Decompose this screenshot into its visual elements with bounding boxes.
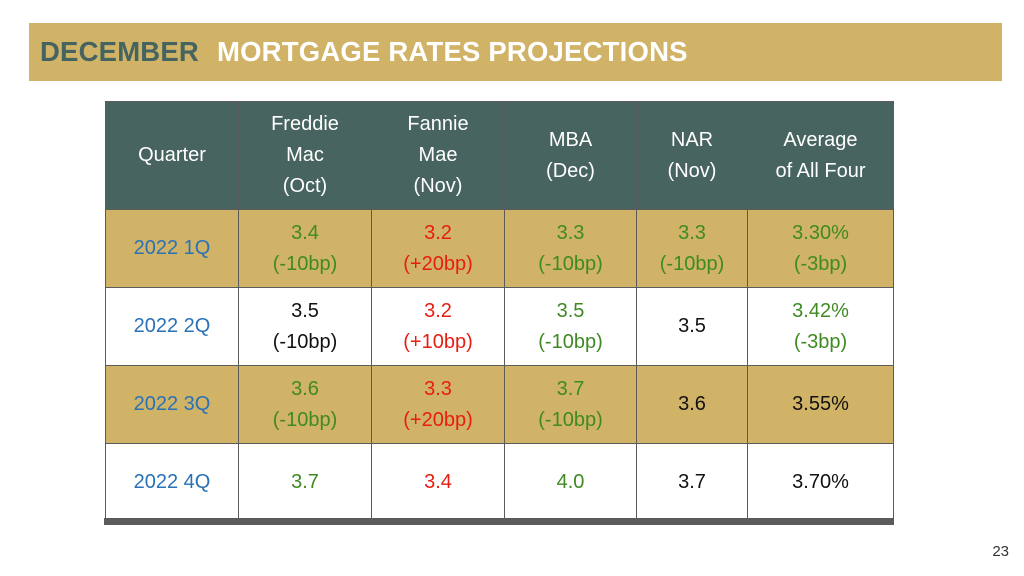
fannie-cell: 3.4: [371, 443, 505, 522]
table-row: 2022 4Q 3.7 3.4 4.0 3.7 3.70%: [105, 443, 894, 522]
header-average: Average of All Four: [747, 101, 894, 210]
average-cell: 3.55%: [747, 365, 894, 444]
quarter-cell: 2022 2Q: [105, 287, 239, 366]
quarter-cell: 2022 4Q: [105, 443, 239, 522]
nar-cell: 3.3 (-10bp): [636, 209, 748, 288]
average-cell: 3.70%: [747, 443, 894, 522]
mba-cell: 3.3 (-10bp): [504, 209, 637, 288]
nar-cell: 3.5: [636, 287, 748, 366]
header-fannie-mae: Fannie Mae (Nov): [371, 101, 505, 210]
slide-title-banner: DECEMBER MORTGAGE RATES PROJECTIONS: [29, 23, 1002, 81]
average-cell: 3.42% (-3bp): [747, 287, 894, 366]
table-bottom-rule: [104, 518, 894, 525]
slide-title-month: DECEMBER: [40, 36, 199, 67]
freddie-cell: 3.4 (-10bp): [238, 209, 372, 288]
mba-cell: 3.7 (-10bp): [504, 365, 637, 444]
header-freddie-mac: Freddie Mac (Oct): [238, 101, 372, 210]
mortgage-rates-table: Quarter Freddie Mac (Oct) Fannie Mae (No…: [105, 101, 894, 522]
fannie-cell: 3.3 (+20bp): [371, 365, 505, 444]
header-quarter: Quarter: [105, 101, 239, 210]
table-row: 2022 2Q 3.5 (-10bp) 3.2 (+10bp) 3.5 (-10…: [105, 287, 894, 366]
nar-cell: 3.7: [636, 443, 748, 522]
table-row: 2022 1Q 3.4 (-10bp) 3.2 (+20bp) 3.3 (-10…: [105, 209, 894, 288]
nar-cell: 3.6: [636, 365, 748, 444]
header-mba: MBA (Dec): [504, 101, 637, 210]
slide-title-text: MORTGAGE RATES PROJECTIONS: [216, 36, 688, 67]
mba-cell: 4.0: [504, 443, 637, 522]
fannie-cell: 3.2 (+10bp): [371, 287, 505, 366]
table-header-row: Quarter Freddie Mac (Oct) Fannie Mae (No…: [105, 101, 894, 210]
freddie-cell: 3.6 (-10bp): [238, 365, 372, 444]
page-number: 23: [992, 543, 1009, 560]
fannie-cell: 3.2 (+20bp): [371, 209, 505, 288]
freddie-cell: 3.5 (-10bp): [238, 287, 372, 366]
average-cell: 3.30% (-3bp): [747, 209, 894, 288]
table-row: 2022 3Q 3.6 (-10bp) 3.3 (+20bp) 3.7 (-10…: [105, 365, 894, 444]
quarter-cell: 2022 3Q: [105, 365, 239, 444]
freddie-cell: 3.7: [238, 443, 372, 522]
quarter-cell: 2022 1Q: [105, 209, 239, 288]
mba-cell: 3.5 (-10bp): [504, 287, 637, 366]
header-nar: NAR (Nov): [636, 101, 748, 210]
